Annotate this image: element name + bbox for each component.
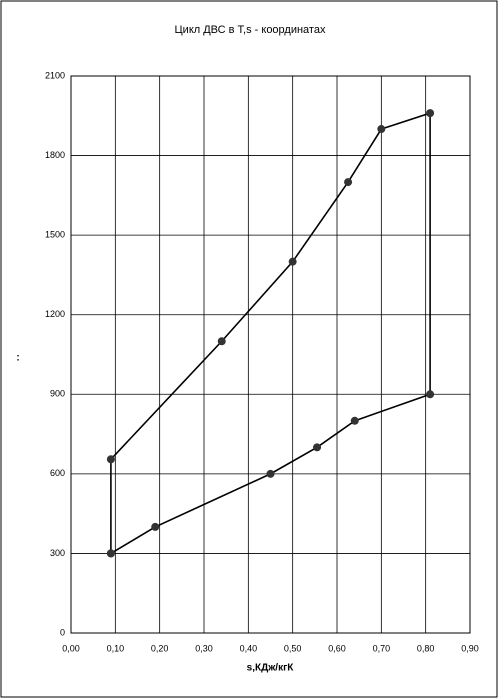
data-point [288, 257, 297, 266]
y-axis-label: : [16, 353, 19, 364]
plot-border [70, 75, 471, 634]
data-point [217, 337, 226, 346]
data-point [426, 109, 435, 118]
y-tick-label: 1500 [45, 230, 65, 240]
x-tick-label: 0,10 [107, 643, 125, 653]
series-line [110, 112, 431, 555]
x-tick-label: 0,80 [417, 643, 435, 653]
x-tick-label: 0,50 [284, 643, 302, 653]
y-tick-label: 300 [50, 548, 65, 558]
x-tick-label: 0,40 [240, 643, 258, 653]
x-tick-label: 0,00 [62, 643, 80, 653]
data-point [106, 455, 115, 464]
data-point [350, 416, 359, 425]
y-tick-label: 2100 [45, 70, 65, 80]
x-axis-label: s,КДж/кгК [247, 663, 295, 674]
chart-title: Цикл ДВС в T,s - координатах [175, 24, 326, 36]
y-tick-label: 1200 [45, 309, 65, 319]
data-point [377, 125, 386, 134]
y-tick-label: 1800 [45, 150, 65, 160]
y-tick-label: 900 [50, 389, 65, 399]
x-tick-label: 0,90 [461, 643, 479, 653]
y-tick-label: 600 [50, 468, 65, 478]
x-tick-label: 0,30 [195, 643, 213, 653]
x-tick-label: 0,20 [151, 643, 169, 653]
data-point [313, 443, 322, 452]
data-point [266, 469, 275, 478]
data-point [426, 390, 435, 399]
data-point [151, 522, 160, 531]
y-tick-label: 0 [60, 627, 65, 637]
data-point [106, 549, 115, 558]
x-tick-label: 0,70 [373, 643, 391, 653]
data-point [344, 178, 353, 187]
x-tick-label: 0,60 [328, 643, 346, 653]
